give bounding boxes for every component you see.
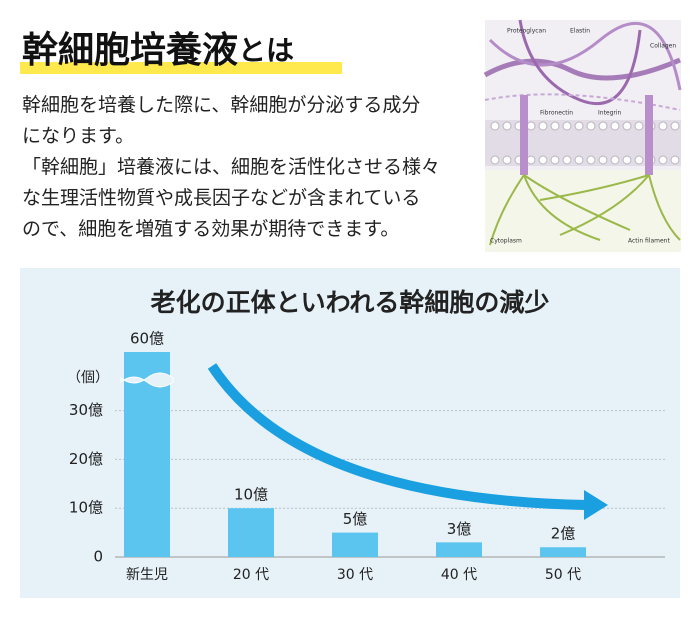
paragraph-line: 「幹細胞」培養液には、細胞を活性化させる様々 [22,156,441,178]
image-label: Proteoglycan [507,28,546,35]
title-highlight [20,62,342,74]
image-label: Collagen [650,43,676,50]
value-label: 5億 [343,510,368,528]
title-main: 幹細胞培養液 [22,29,238,71]
x-tick-label: 新生児 [126,567,168,583]
image-label: Fibronectin [540,110,573,117]
y-tick-label: 10億 [69,499,103,517]
paragraph-line: になります。 [22,125,135,147]
x-tick-label: 50 代 [545,567,581,583]
x-tick-label: 20 代 [233,567,269,583]
cell-illustration: Proteoglycan Elastin Collagen Fibronecti… [483,19,682,252]
y-unit: （個） [67,370,109,386]
trend-arrowhead [584,490,608,520]
bar [228,508,274,557]
paragraph-line: 幹細胞を培養した際に、幹細胞が分泌する成分 [22,94,421,116]
chart-title: 老化の正体といわれる幹細胞の減少 [151,288,550,317]
trend-arrow [207,363,589,510]
x-tick-label: 40 代 [441,567,477,583]
value-label: 10億 [234,486,268,504]
value-label: 3億 [447,520,472,538]
image-label: Integrin [598,110,622,117]
x-tick-label: 30 代 [337,567,373,583]
bar [436,542,482,557]
y-tick-label: 0 [93,548,103,566]
axis-break [120,372,174,388]
bar [124,352,170,557]
paragraph-line: ので、細胞を増殖する効果が期待できます。 [22,218,400,240]
image-label: Cytoplasm [490,238,522,245]
value-label: 60億 [130,330,164,348]
paragraph: 幹細胞を培養した際に、幹細胞が分泌する成分 になります。 「幹細胞」培養液には、… [22,90,440,245]
image-label: Elastin [570,28,590,35]
image-label: Actin filament [628,238,670,245]
value-label: 2億 [551,525,576,543]
bar [332,532,378,557]
paragraph-line: な生理活性物質や成長因子などが含まれている [22,187,421,209]
chart-panel [20,268,680,598]
header-area: 幹細胞培養液とは Proteoglycan Elastin Collagen F… [20,19,682,252]
title: 幹細胞培養液とは [22,29,294,71]
bar [540,547,586,557]
y-tick-label: 30億 [69,401,103,419]
title-suffix: とは [238,34,294,67]
y-tick-label: 20億 [69,450,103,468]
